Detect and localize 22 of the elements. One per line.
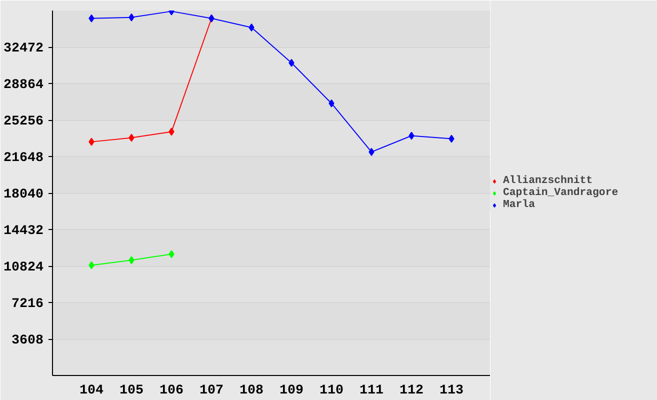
legend-label: Marla [503, 198, 535, 210]
x-tick-label: 110 [320, 384, 344, 398]
y-tick-label: 28864 [4, 78, 44, 93]
y-tick-label: 10824 [4, 260, 44, 276]
y-tick-label: 18040 [4, 188, 44, 202]
y-tick-label: 7216 [12, 297, 44, 312]
legend-label: Captain_Vandragore [503, 186, 618, 198]
x-tick-label: 104 [80, 384, 104, 398]
y-tick-label: 3608 [12, 334, 44, 348]
y-tick-label: 25256 [4, 114, 44, 130]
x-tick-label: 112 [400, 384, 424, 398]
x-tick-label: 106 [160, 384, 184, 398]
y-tick-label: 21648 [4, 151, 44, 166]
x-tick-label: 111 [360, 384, 384, 398]
x-tick-label: 109 [280, 384, 304, 398]
x-tick-label: 105 [120, 384, 144, 398]
legend-label: Allianzschnitt [503, 174, 593, 186]
x-tick-label: 107 [200, 384, 224, 398]
x-tick-label: 113 [440, 384, 464, 398]
y-tick-label: 14432 [4, 224, 44, 239]
y-tick-label: 32472 [4, 42, 44, 56]
x-tick-label: 108 [240, 384, 264, 398]
